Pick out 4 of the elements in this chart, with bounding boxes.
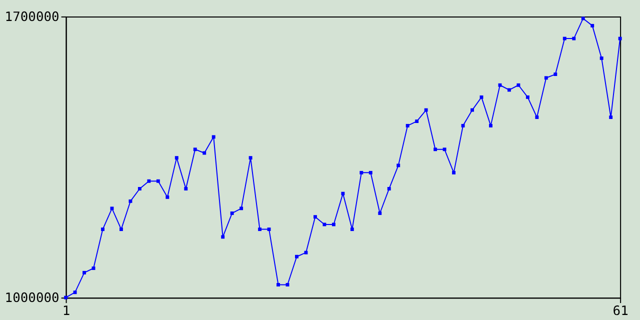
- x-tick-label: 1: [62, 304, 70, 320]
- y-tick-label: 1700000: [4, 10, 60, 25]
- y-tick-label: 1000000: [4, 291, 60, 306]
- x-tick-label: 61: [612, 304, 628, 320]
